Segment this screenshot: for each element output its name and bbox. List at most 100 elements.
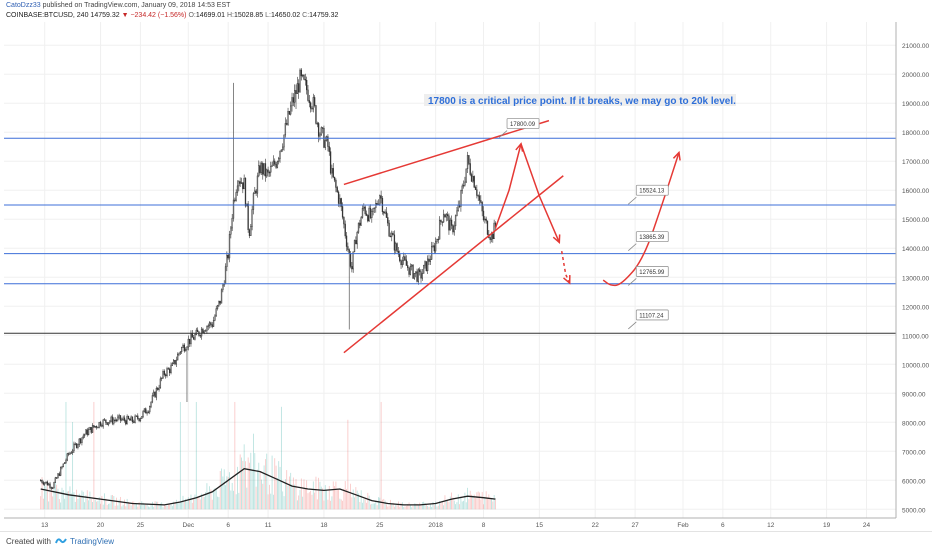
volume-bar [479, 492, 480, 510]
candle-body [434, 241, 437, 252]
candle-body [395, 243, 397, 251]
candle-body [344, 223, 346, 237]
candle-body [171, 363, 173, 366]
candle-body [259, 165, 261, 173]
candle-body [333, 176, 336, 181]
volume-bar [453, 500, 455, 510]
volume-bar [45, 486, 47, 510]
candle-body [202, 328, 204, 334]
volume-bar [78, 493, 80, 510]
candle-body [243, 177, 245, 190]
volume-bar [213, 489, 214, 510]
candle-body [248, 229, 251, 236]
volume-bar [362, 502, 363, 510]
candle-body [194, 334, 196, 340]
candle-body [191, 333, 193, 338]
candle-body [45, 481, 47, 484]
author-name[interactable]: CatoDzz33 [6, 2, 41, 9]
volume-bar [233, 490, 234, 510]
volume-bar [303, 479, 305, 510]
volume-bar [182, 495, 184, 510]
candle-body [351, 266, 353, 270]
drawings[interactable] [343, 119, 681, 354]
candle-body [57, 473, 59, 479]
candle-body [186, 346, 188, 350]
candle-body [416, 271, 418, 282]
candle-body [254, 190, 256, 194]
price-chart[interactable]: 17794.3215489.8413816.0012774.6911068.02… [0, 0, 932, 531]
candle-body [53, 482, 55, 489]
candle-body [226, 254, 228, 267]
candle-body [371, 211, 373, 218]
candle-body [139, 418, 142, 421]
volume-bar [354, 497, 355, 510]
volume-bar [493, 495, 495, 510]
open-value: 14699.01 [195, 12, 226, 19]
volume-bar [205, 492, 206, 510]
volume-bar [461, 501, 463, 510]
volume-bar [61, 487, 63, 510]
volume-bar [480, 499, 482, 510]
price-tick-label: 15000.00 [902, 217, 929, 224]
volume-bar [112, 494, 113, 510]
volume-bar [439, 500, 441, 510]
volume-bar [475, 497, 476, 510]
volume-bar [371, 503, 373, 510]
volume-bar [472, 495, 474, 510]
volume-bar [141, 501, 143, 510]
volume-bar [280, 406, 282, 510]
time-axis[interactable]: 13 20 25 Dec 6 11 18 25 2018 8 15 22 27 Feb 6 12 19 24 [4, 517, 896, 529]
volume-bar [401, 502, 403, 510]
tradingview-brand[interactable]: TradingView [70, 537, 115, 546]
volume-bar [239, 454, 241, 510]
tradingview-logo-icon [55, 538, 67, 544]
candle-body [380, 195, 382, 199]
volume-bar [364, 498, 366, 510]
candle-body [357, 222, 360, 233]
volume-bar [407, 503, 409, 510]
candle-body [449, 219, 451, 231]
candle-body [307, 89, 309, 101]
candle-body [256, 175, 259, 194]
volume-bar [165, 505, 167, 510]
candle-body [482, 210, 485, 220]
volume-bar [181, 502, 183, 510]
candle-body [450, 219, 453, 226]
volume-bar [375, 502, 377, 510]
volume-bar [299, 490, 301, 510]
candlesticks [40, 68, 497, 490]
volume-bar [342, 500, 343, 510]
candle-body [79, 438, 82, 444]
candle-body [420, 271, 422, 279]
candle-body [472, 176, 474, 182]
candle-body [369, 207, 372, 218]
time-tick-label: 19 [823, 522, 831, 529]
candle-body [188, 338, 191, 345]
candle-body [234, 199, 236, 202]
candle-body [158, 387, 160, 390]
candle-body [343, 216, 345, 225]
candle-body [427, 258, 429, 271]
volume-bar [456, 502, 458, 510]
volume-bar [54, 481, 56, 510]
volume-bar [370, 504, 371, 510]
candle-body [397, 251, 400, 255]
candle-body [83, 433, 86, 437]
time-tick-label: 6 [226, 522, 230, 529]
candle-body [65, 459, 67, 463]
candle-body [361, 207, 364, 218]
chart-header-ohlc: COINBASE:BTCUSD, 240 14759.32 ▼ −234.42 … [6, 12, 338, 19]
candle-body [309, 102, 312, 109]
volume-bar [136, 503, 137, 510]
annotation-text: 17800 is a critical price point. If it b… [428, 96, 736, 107]
publish-info: published on TradingView.com, January 09… [42, 2, 231, 9]
candle-body [413, 272, 416, 279]
high-value: 15028.85 [234, 12, 264, 19]
candle-body [407, 265, 409, 268]
callout-box [635, 231, 669, 243]
price-axis[interactable]: 21000.00 20000.00 19000.00 18000.00 17000.00… [895, 22, 932, 518]
volume-bar [186, 501, 188, 510]
volume-bar [455, 504, 456, 510]
volume-bar [149, 507, 151, 510]
volume-bar [50, 489, 52, 510]
